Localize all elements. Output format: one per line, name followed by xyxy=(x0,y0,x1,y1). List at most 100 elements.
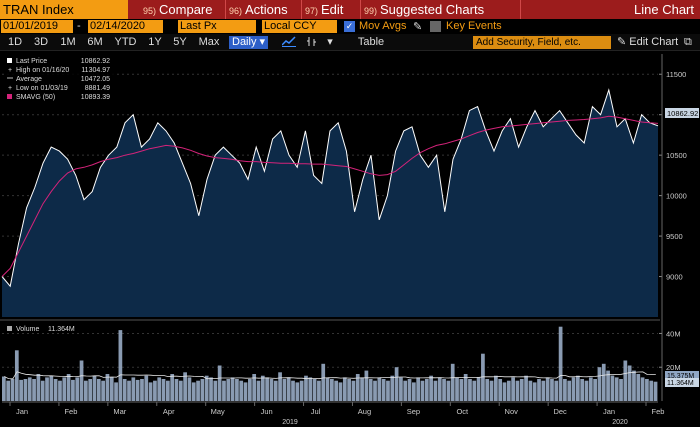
period-ytd-button[interactable]: YTD xyxy=(114,36,137,48)
edit-chart-button[interactable]: ✎ Edit Chart xyxy=(617,36,678,49)
x-tick-label: Jun xyxy=(261,407,273,416)
compare-menu[interactable]: 95) Compare xyxy=(143,0,212,19)
volume-bar xyxy=(476,377,481,401)
mov-avgs-checkbox[interactable]: ✓ xyxy=(344,21,355,32)
period-1y-button[interactable]: 1Y xyxy=(148,36,162,48)
mov-avgs-label[interactable]: Mov Avgs xyxy=(359,20,407,32)
period-1m-button[interactable]: 1M xyxy=(60,36,76,48)
volume-bar xyxy=(580,379,585,401)
line-chart-icon[interactable] xyxy=(281,36,297,49)
end-date-field[interactable]: 02/14/2020 xyxy=(88,20,163,33)
volume-bar xyxy=(92,375,97,401)
price-tick-label: 9000 xyxy=(666,273,683,282)
volume-bar xyxy=(36,374,41,401)
volume-bar xyxy=(334,380,339,401)
bar-chart-icon[interactable] xyxy=(304,36,320,49)
volume-badge-bg xyxy=(665,378,699,387)
currency-select[interactable]: Local CCY xyxy=(262,20,337,33)
volume-bar xyxy=(537,379,541,401)
price-field-select[interactable]: Last Px xyxy=(178,20,256,33)
volume-tick-label: 20M xyxy=(666,363,681,372)
actions-menu[interactable]: 96) Actions xyxy=(229,0,288,19)
volume-bar xyxy=(317,380,321,401)
volume-bar xyxy=(541,380,546,401)
volume-bar xyxy=(230,377,235,401)
volume-bar xyxy=(166,380,170,401)
x-year-label: 2020 xyxy=(612,419,628,426)
chart-area[interactable]: 9000950010000105001100011500 Last Price … xyxy=(0,51,700,427)
key-events-label[interactable]: Key Events xyxy=(446,20,502,32)
add-security-input[interactable]: Add Security, Field, etc. xyxy=(473,36,611,49)
volume-bar xyxy=(515,380,520,401)
volume-bar xyxy=(101,380,105,401)
period-5y-button[interactable]: 5Y xyxy=(173,36,187,48)
period-max-button[interactable]: Max xyxy=(198,36,220,48)
volume-bar xyxy=(122,379,127,401)
volume-bar xyxy=(88,379,93,401)
volume-bar xyxy=(532,382,537,401)
pencil-icon: ✎ xyxy=(617,36,627,48)
legend-background xyxy=(4,54,114,109)
volume-bar xyxy=(321,363,326,401)
volume-bar xyxy=(204,375,209,401)
volume-bar xyxy=(243,382,248,401)
edit-code: 97) xyxy=(305,6,319,16)
volume-bar xyxy=(498,379,503,401)
ticker-field[interactable]: TRAN Index xyxy=(0,0,128,19)
suggested-charts-menu[interactable]: 99) Suggested Charts xyxy=(364,0,484,19)
frequency-select[interactable]: Daily ▾ xyxy=(229,36,269,49)
volume-bar xyxy=(606,370,610,401)
volume-bar xyxy=(308,377,313,401)
volume-bar xyxy=(66,374,71,401)
x-tick-label: May xyxy=(211,407,225,416)
volume-bar xyxy=(364,370,369,401)
volume-value: 11.364M xyxy=(48,326,75,333)
volume-bar xyxy=(217,365,222,401)
volume-bar xyxy=(286,377,291,401)
volume-bar xyxy=(118,330,123,401)
actions-code: 96) xyxy=(229,6,243,16)
chart-type-dropdown-icon[interactable]: ▾ xyxy=(327,36,333,48)
line-chart-icon-glyph xyxy=(281,36,296,47)
edit-menu[interactable]: 97) Edit xyxy=(305,0,343,19)
period-3d-button[interactable]: 3D xyxy=(33,36,49,48)
volume-bar xyxy=(213,380,218,401)
volume-bar xyxy=(148,382,153,401)
volume-bar xyxy=(58,380,62,401)
volume-bar xyxy=(235,379,239,401)
edit-chart-label: Edit Chart xyxy=(629,36,679,48)
volume-bar xyxy=(420,380,425,401)
high-marker: + xyxy=(8,67,12,74)
last-price-label: Last Price xyxy=(16,58,47,65)
period-1d-button[interactable]: 1D xyxy=(7,36,23,48)
volume-axis: 20M 40M xyxy=(659,329,681,372)
volume-bar xyxy=(40,380,45,401)
volume-bar xyxy=(360,377,364,401)
volume-bar xyxy=(196,380,200,401)
menu-divider xyxy=(360,0,361,19)
volume-bar xyxy=(174,379,179,401)
volume-bar xyxy=(446,380,451,401)
period-6m-button[interactable]: 6M xyxy=(87,36,103,48)
volume-bars xyxy=(2,326,658,401)
average-label: Average xyxy=(16,76,42,83)
last-price-badge: 10862.92 xyxy=(665,108,699,118)
smavg-value: 10893.39 xyxy=(81,94,110,101)
pencil-icon[interactable]: ✎ xyxy=(413,21,423,33)
volume-bar xyxy=(79,360,84,401)
x-axis: Jan Feb Mar Apr May Jun Jul Aug Sep Oct Nov Dec Jan F… xyxy=(2,401,664,426)
volume-bar xyxy=(338,382,343,401)
external-window-icon[interactable]: ⧉ xyxy=(684,36,692,48)
start-date-field[interactable]: 01/01/2019 xyxy=(1,20,73,33)
volume-bar xyxy=(200,379,205,401)
volume-bar xyxy=(481,353,485,401)
table-button[interactable]: Table xyxy=(357,36,385,48)
volume-tick-label: 40M xyxy=(666,329,681,338)
volume-bar xyxy=(170,374,175,401)
volume-bar xyxy=(45,377,49,401)
key-events-checkbox[interactable] xyxy=(430,21,441,32)
volume-bar xyxy=(494,375,498,401)
volume-bar xyxy=(472,380,477,401)
volume-bar xyxy=(23,379,28,401)
volume-bar xyxy=(105,374,110,401)
